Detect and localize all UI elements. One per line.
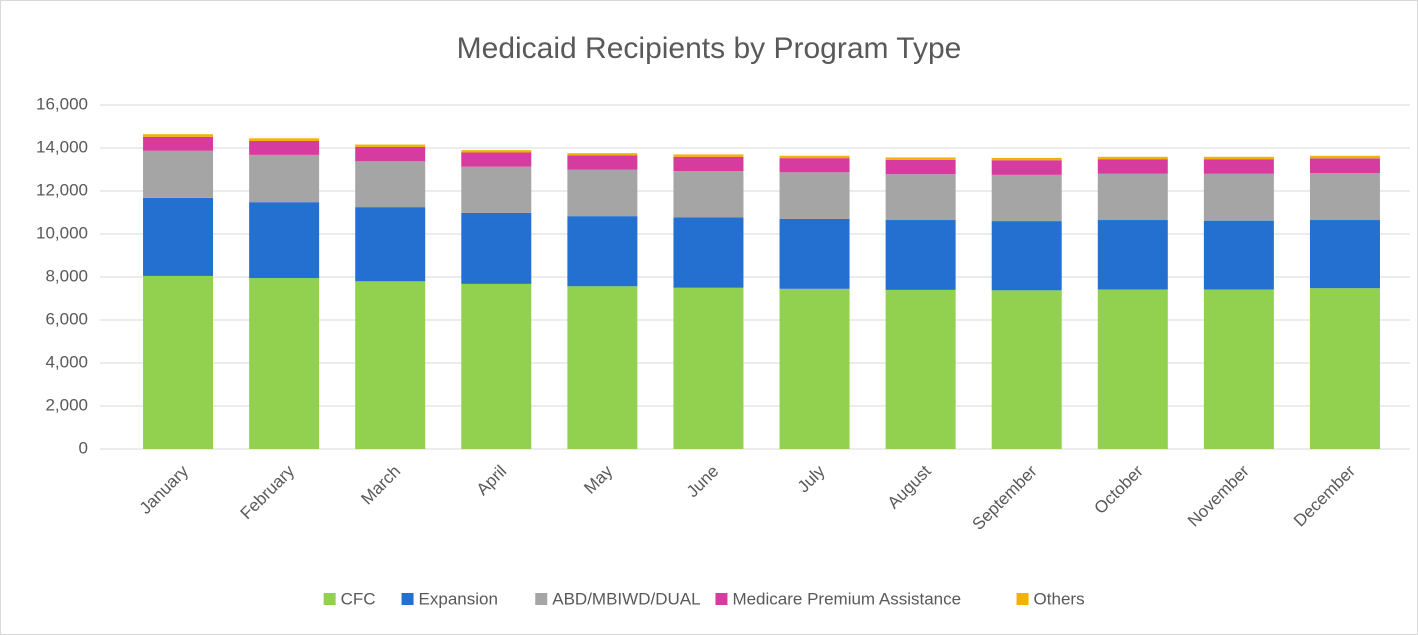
bar-segment [885, 220, 956, 290]
bar-segment [355, 161, 426, 208]
y-tick-label: 14,000 [36, 137, 88, 156]
bar-segment [779, 218, 850, 289]
bar-segment [779, 158, 850, 173]
y-tick-label: 4,000 [45, 352, 88, 371]
bar-segment [143, 136, 214, 151]
bar-segment [567, 153, 638, 156]
bar-segment [779, 155, 850, 159]
bar-segment [143, 134, 214, 137]
legend-swatch [401, 593, 414, 605]
bar-segment [673, 217, 744, 288]
bar-segment [885, 174, 956, 221]
bar-segment [355, 146, 426, 162]
bar-segment [1097, 220, 1168, 290]
bar-segment [991, 157, 1062, 161]
bar-segment [1309, 220, 1380, 289]
bar-segment [143, 150, 214, 198]
bar-segment [461, 212, 532, 284]
bar-segment [673, 171, 744, 218]
bar-segment [249, 140, 320, 155]
bar-segment [673, 287, 744, 449]
chart-title: Medicaid Recipients by Program Type [457, 32, 962, 65]
bar-segment [143, 275, 214, 449]
bar-segment [1309, 288, 1380, 449]
bar-segment [461, 283, 532, 449]
bar-segment [991, 221, 1062, 291]
y-tick-label: 8,000 [45, 266, 88, 285]
bar-segment [991, 290, 1062, 449]
bar-segment [249, 154, 320, 203]
legend-label: Expansion [419, 589, 498, 608]
bar-segment [355, 207, 426, 282]
bar-segment [461, 150, 532, 153]
bar-segment [249, 202, 320, 279]
bar-segment [567, 216, 638, 287]
y-tick-label: 16,000 [36, 94, 88, 113]
y-tick-label: 10,000 [36, 223, 88, 242]
bar-segment [355, 144, 426, 147]
y-tick-label: 2,000 [45, 395, 88, 414]
bar-segment [1097, 173, 1168, 221]
bar-segment [1309, 155, 1380, 159]
bar-segment [673, 156, 744, 172]
bar-segment [1097, 159, 1168, 174]
bar-segment [1309, 173, 1380, 221]
bar-segment [143, 197, 214, 276]
bar-segment [673, 154, 744, 157]
y-tick-label: 12,000 [36, 180, 88, 199]
legend-swatch [535, 593, 548, 605]
bar-segment [885, 159, 956, 175]
bar-segment [991, 160, 1062, 175]
bar-segment [1203, 173, 1274, 221]
y-tick-label: 6,000 [45, 309, 88, 328]
legend-swatch [1016, 593, 1029, 605]
legend-label: ABD/MBIWD/DUAL [552, 589, 700, 608]
bar-segment [567, 155, 638, 170]
bar-segment [249, 278, 320, 449]
bar-segment [1203, 159, 1274, 174]
legend-swatch [715, 593, 728, 605]
bar-segment [1203, 220, 1274, 290]
bar-segment [779, 172, 850, 219]
bar-segment [1203, 289, 1274, 449]
legend-swatch [323, 593, 336, 605]
bar-segment [885, 289, 956, 449]
bar-segment [461, 152, 532, 167]
bar-segment [779, 288, 850, 449]
bar-segment [991, 174, 1062, 222]
bar-segment [885, 157, 956, 160]
bar-segment [1203, 156, 1274, 160]
bar-segment [567, 169, 638, 217]
bar-segment [1097, 156, 1168, 160]
bar-segment [1097, 289, 1168, 449]
bar-segment [567, 286, 638, 449]
legend-label: CFC [341, 589, 376, 608]
y-tick-label: 0 [79, 438, 88, 457]
bar-segment [249, 138, 320, 141]
legend-label: Others [1034, 589, 1085, 608]
bar-segment [1309, 158, 1380, 174]
bar-segment [355, 281, 426, 449]
legend-label: Medicare Premium Assistance [732, 589, 961, 608]
bar-segment [461, 166, 532, 213]
